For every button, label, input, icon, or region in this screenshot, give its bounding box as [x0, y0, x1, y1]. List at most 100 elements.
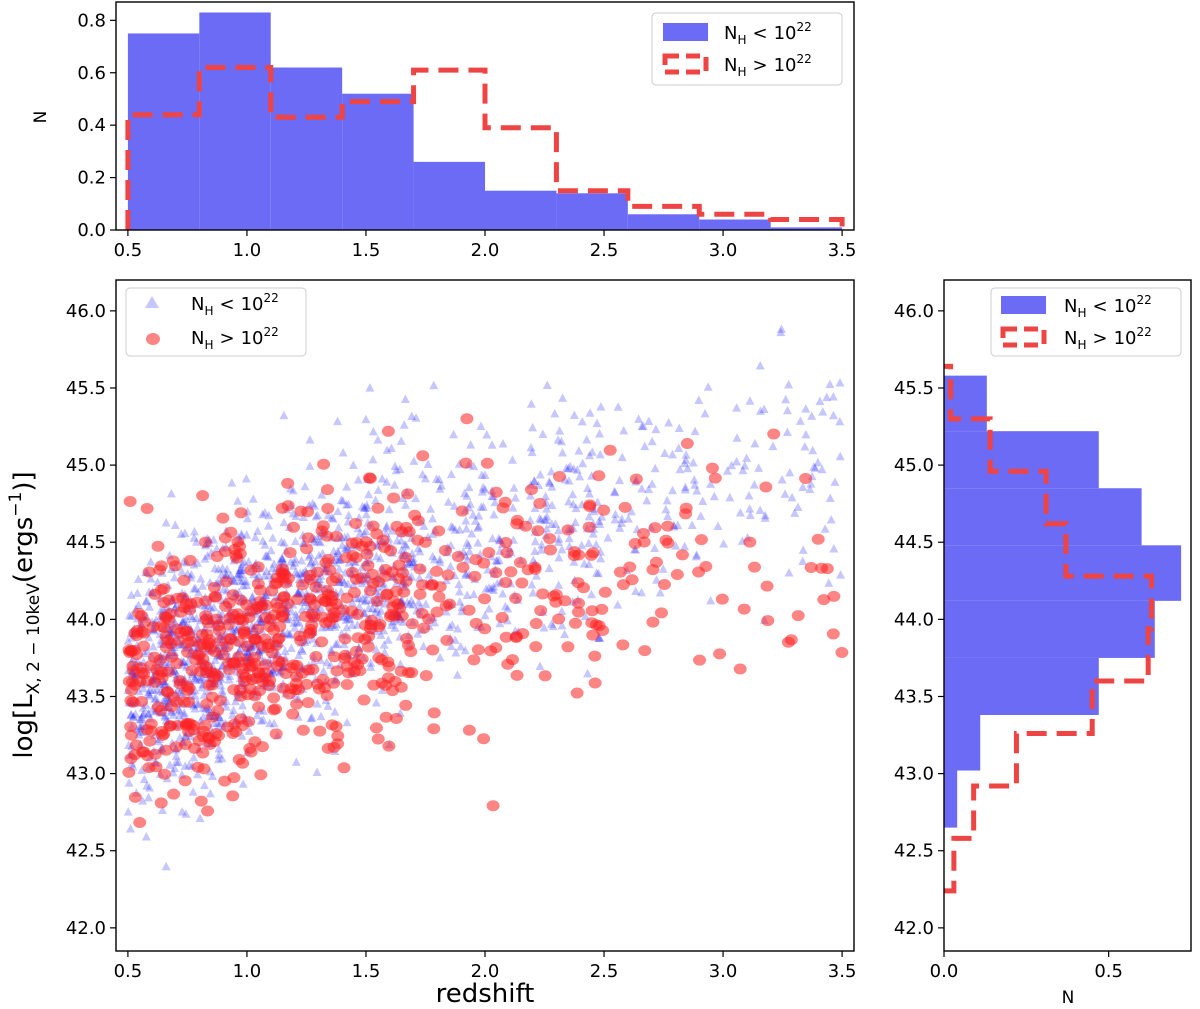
scatter-point-low: [470, 516, 480, 525]
scatter-point-low: [456, 641, 466, 651]
scatter-point-low: [558, 393, 568, 402]
scatter-point-low: [595, 449, 605, 459]
scatter-point-high: [371, 502, 385, 514]
scatter-point-high: [791, 610, 805, 622]
scatter-point-high: [226, 589, 240, 601]
scatter-point-low: [341, 615, 351, 624]
scatter-point-low: [569, 557, 579, 566]
scatter-point-high: [743, 536, 757, 548]
scatter-point-high: [524, 484, 538, 496]
scatter-point-high: [439, 600, 453, 612]
scatter-point-low: [336, 587, 346, 596]
scatter-point-low: [209, 602, 219, 612]
scatter-point-low: [527, 579, 537, 589]
scatter-point-low: [554, 537, 564, 547]
scatter-point-low: [214, 750, 224, 759]
scatter-point-low: [124, 610, 134, 620]
scatter-point-low: [238, 779, 248, 788]
scatter-point-low: [687, 520, 697, 529]
scatter-point-low: [537, 540, 547, 549]
scatter-point-high: [370, 595, 384, 607]
scatter-point-low: [193, 587, 203, 597]
scatter-point-low: [298, 646, 308, 655]
scatter-point-high: [425, 579, 439, 591]
scatter-point-high: [835, 647, 849, 659]
scatter-point-low: [181, 809, 191, 818]
right-legend-swatch-low: [1001, 296, 1046, 314]
scatter-point-high: [661, 537, 675, 549]
scatter-point-low: [217, 569, 227, 579]
scatter-point-low: [680, 482, 690, 492]
scatter-point-low: [808, 445, 818, 455]
scatter-point-low: [141, 831, 151, 841]
scatter-point-high: [326, 612, 340, 624]
scatter-point-low: [462, 555, 472, 564]
scatter-point-high: [516, 628, 530, 640]
scatter-point-low: [588, 529, 598, 538]
scatter-point-low: [776, 324, 786, 333]
scatter-point-low: [291, 511, 301, 521]
top-histogram-bar: [627, 214, 700, 230]
scatter-point-high: [419, 670, 433, 682]
scatter-point-high: [291, 684, 305, 696]
scatter-point-low: [322, 657, 332, 667]
scatter-point-low: [284, 629, 294, 639]
scatter-point-low: [277, 554, 287, 564]
scatter-point-low: [148, 685, 158, 695]
scatter-point-low: [706, 479, 716, 488]
scatter-point-high: [654, 607, 668, 619]
scatter-point-low: [306, 556, 316, 566]
scatter-point-high: [811, 533, 825, 545]
scatter-point-low: [401, 541, 411, 550]
scatter-point-high: [162, 614, 176, 626]
scatter-point-low: [400, 539, 410, 549]
scatter-point-high: [154, 797, 168, 809]
scatter-point-low: [290, 558, 300, 567]
scatter-point-high: [193, 665, 207, 677]
scatter-point-high: [153, 654, 167, 666]
scatter-point-high: [415, 579, 429, 591]
scatter-point-low: [378, 582, 388, 591]
scatter-point-high: [259, 599, 273, 611]
scatter-point-low: [311, 511, 321, 521]
scatter-point-low: [237, 731, 247, 740]
scatter-x-tick-label: 1.5: [352, 961, 381, 982]
scatter-point-low: [323, 701, 333, 710]
scatter-point-low: [477, 487, 487, 496]
scatter-point-low: [577, 416, 587, 426]
scatter-point-high: [338, 649, 352, 661]
scatter-point-low: [529, 476, 539, 485]
scatter-point-low: [835, 377, 845, 387]
scatter-point-low: [785, 467, 795, 477]
scatter-point-low: [145, 685, 155, 694]
scatter-point-high: [316, 520, 330, 532]
scatter-point-low: [179, 616, 189, 625]
top-y-tick-label: 0.0: [77, 220, 106, 241]
scatter-point-high: [290, 698, 304, 710]
right-histogram-bars: [944, 375, 1182, 828]
scatter-point-high: [747, 561, 761, 573]
scatter-point-low: [545, 478, 555, 488]
top-histogram-bar: [199, 12, 271, 231]
top-histogram-bar: [413, 161, 485, 230]
scatter-point-low: [238, 700, 248, 710]
scatter-point-low: [178, 617, 188, 627]
scatter-point-high: [159, 744, 173, 756]
scatter-point-high: [405, 618, 419, 630]
scatter-point-low: [560, 629, 570, 639]
scatter-point-high: [221, 619, 235, 631]
scatter-point-low: [584, 538, 594, 548]
scatter-point-low: [343, 499, 353, 508]
scatter-point-low: [668, 485, 678, 495]
scatter-point-low: [340, 532, 350, 542]
scatter-point-high: [178, 625, 192, 637]
scatter-point-low: [484, 583, 494, 592]
scatter-point-low: [408, 600, 418, 609]
scatter-point-high: [353, 665, 367, 677]
scatter-point-low: [745, 504, 755, 513]
right-y-tick-label: 43.5: [894, 686, 934, 707]
scatter-point-low: [279, 538, 289, 547]
scatter-point-low: [197, 682, 207, 692]
scatter-point-high: [390, 520, 404, 532]
scatter-point-low: [355, 528, 365, 538]
